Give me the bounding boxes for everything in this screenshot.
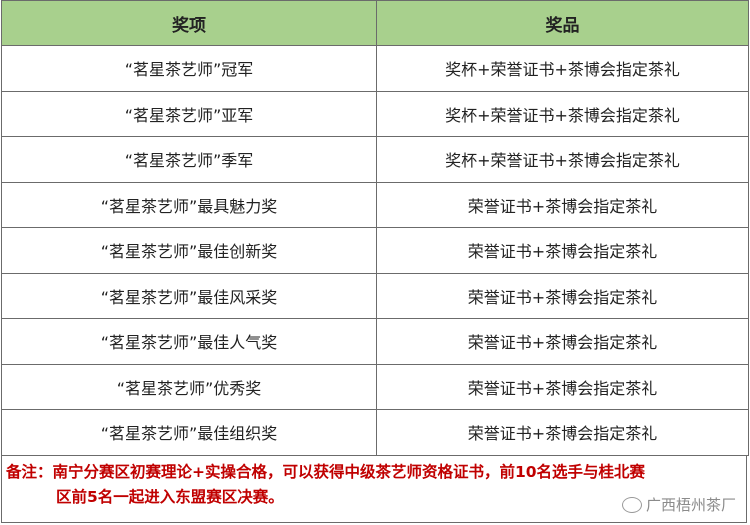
award-cell: “茗星茶艺师”最佳人气奖	[1, 318, 377, 365]
award-cell: “茗星茶艺师”最佳组织奖	[1, 409, 377, 456]
prize-cell: 荣誉证书+茶博会指定茶礼	[376, 318, 749, 365]
prize-cell: 荣誉证书+茶博会指定茶礼	[376, 409, 749, 456]
table-row: “茗星茶艺师”最佳人气奖 荣誉证书+茶博会指定茶礼	[1, 318, 749, 365]
award-cell: “茗星茶艺师”亚军	[1, 90, 377, 137]
header-award: 奖项	[1, 0, 377, 46]
table-row: “茗星茶艺师”最佳风采奖 荣誉证书+茶博会指定茶礼	[1, 272, 749, 319]
award-cell: “茗星茶艺师”优秀奖	[1, 363, 377, 410]
note: 备注：南宁分赛区初赛理论+实操合格，可以获得中级茶艺师资格证书，前10名选手与桂…	[1, 455, 747, 523]
prize-cell: 荣誉证书+茶博会指定茶礼	[376, 227, 749, 274]
prize-cell: 荣誉证书+茶博会指定茶礼	[376, 272, 749, 319]
table-row: “茗星茶艺师”最佳组织奖 荣誉证书+茶博会指定茶礼	[1, 409, 749, 456]
table-row: “茗星茶艺师”亚军 奖杯+荣誉证书+茶博会指定茶礼	[1, 90, 749, 137]
table-row: “茗星茶艺师”优秀奖 荣誉证书+茶博会指定茶礼	[1, 363, 749, 410]
table-row: “茗星茶艺师”冠军 奖杯+荣誉证书+茶博会指定茶礼	[1, 45, 749, 92]
award-cell: “茗星茶艺师”冠军	[1, 45, 377, 92]
award-cell: “茗星茶艺师”最佳风采奖	[1, 272, 377, 319]
header-row: 奖项 奖品	[1, 0, 749, 46]
prize-cell: 奖杯+荣誉证书+茶博会指定茶礼	[376, 45, 749, 92]
prize-cell: 奖杯+荣誉证书+茶博会指定茶礼	[376, 136, 749, 183]
watermark-text: 广西梧州茶厂	[645, 496, 736, 514]
header-prize: 奖品	[376, 0, 749, 46]
wechat-icon	[621, 496, 642, 513]
awards-table: 奖项 奖品 “茗星茶艺师”冠军 奖杯+荣誉证书+茶博会指定茶礼 “茗星茶艺师”亚军奖…	[1, 0, 749, 456]
award-cell: “茗星茶艺师”最佳创新奖	[1, 227, 377, 274]
table-row: “茗星茶艺师”最佳创新奖 荣誉证书+茶博会指定茶礼	[1, 227, 749, 274]
award-cell: “茗星茶艺师”最具魅力奖	[1, 181, 377, 228]
note-line-2: 区前5名一起进入东盟赛区决赛。	[56, 488, 284, 506]
prize-cell: 荣誉证书+茶博会指定茶礼	[376, 363, 749, 410]
prize-cell: 奖杯+荣誉证书+茶博会指定茶礼	[376, 90, 749, 137]
note-line-1: 备注：南宁分赛区初赛理论+实操合格，可以获得中级茶艺师资格证书，前10名选手与桂…	[6, 463, 646, 481]
watermark: 广西梧州茶厂	[621, 494, 736, 515]
award-cell: “茗星茶艺师”季军	[1, 136, 377, 183]
table-row: “茗星茶艺师”季军 奖杯+荣誉证书+茶博会指定茶礼	[1, 136, 749, 183]
table-row: “茗星茶艺师”最具魅力奖 荣誉证书+茶博会指定茶礼	[1, 181, 749, 228]
prize-cell: 荣誉证书+茶博会指定茶礼	[376, 181, 749, 228]
